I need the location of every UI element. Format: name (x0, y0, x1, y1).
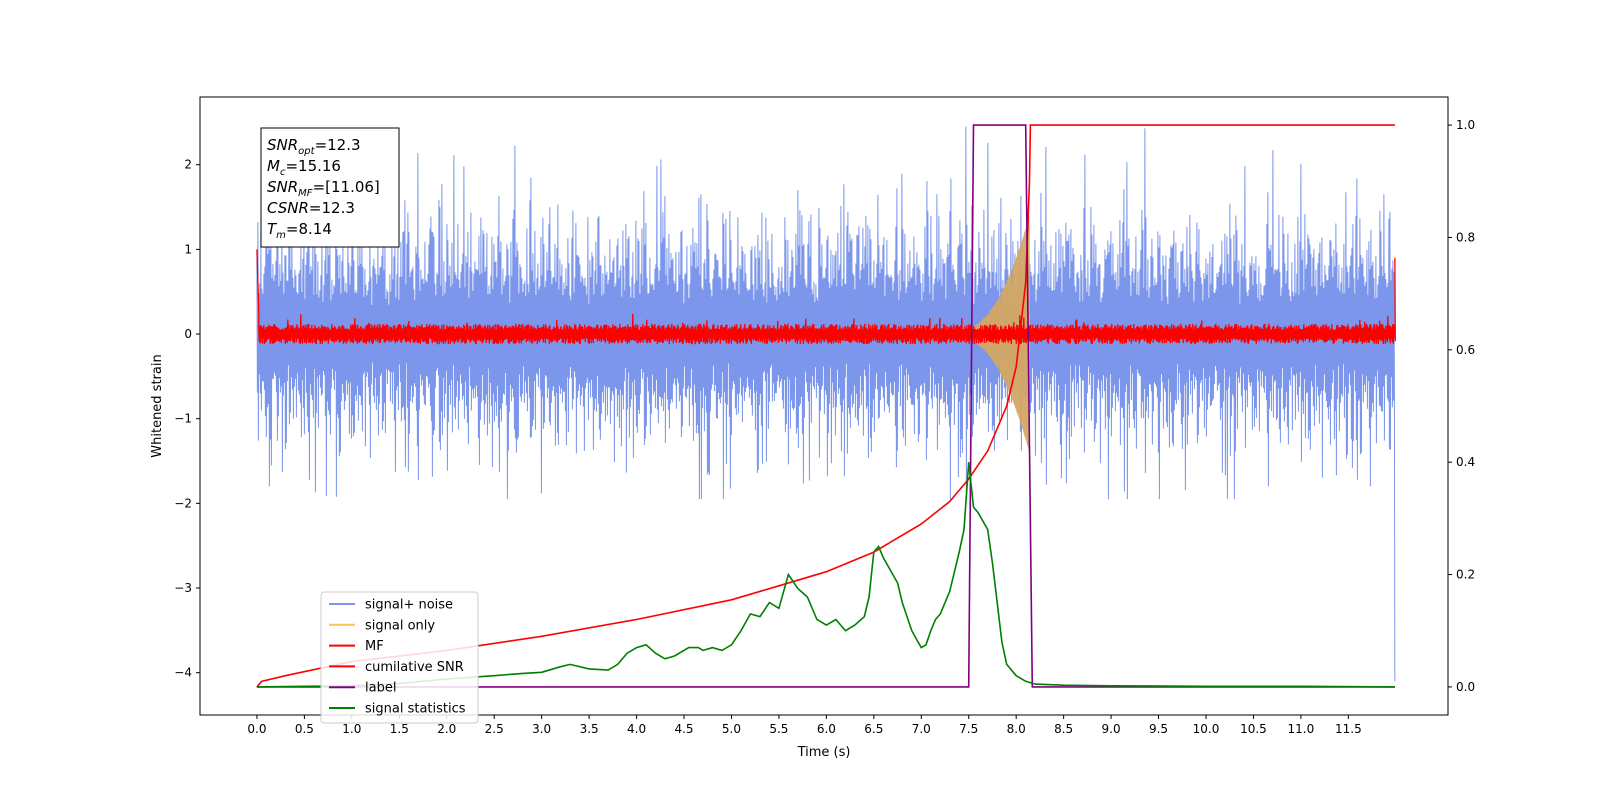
info-box-line: SNRMF=[11.06] (267, 178, 380, 199)
info-box-value: =15.16 (285, 157, 341, 175)
y-axis-label: Whitened strain (150, 354, 165, 457)
info-box-symbol: SNR (267, 136, 298, 154)
x-tick-label: 9.5 (1149, 722, 1168, 736)
y-tick-label: 1 (184, 242, 192, 256)
x-tick-label: 0.0 (247, 722, 266, 736)
x-tick-label: 8.0 (1007, 722, 1026, 736)
info-box-frame (260, 127, 400, 248)
info-box-symbol: M (267, 157, 280, 175)
info-box-symbol: CSNR (267, 199, 309, 217)
x-tick-label: 5.0 (722, 722, 741, 736)
x-tick-label: 7.5 (959, 722, 978, 736)
x-axis-label: Time (s) (797, 745, 851, 760)
info-box-symbol: SNR (267, 178, 298, 196)
x-tick-label: 4.0 (627, 722, 646, 736)
x-tick-label: 1.0 (342, 722, 361, 736)
x-tick-label: 2.5 (485, 722, 504, 736)
info-box-value: =12.3 (309, 199, 355, 217)
info-box-value: =8.14 (286, 220, 332, 238)
x-tick-label: 3.0 (532, 722, 551, 736)
info-box-subscript: MF (298, 188, 313, 199)
y-tick-label: 0 (184, 327, 192, 341)
x-axis: 0.0 0.5 1.0 1.5 2.0 2.5 3.0 3.5 4.0 4.5 5.0 5.5 6.0 6… (247, 715, 1362, 736)
y-axis-right: 1.0 0.8 0.6 0.4 0.2 0.0 (1448, 118, 1475, 694)
y2-tick-label: 0.8 (1456, 230, 1475, 244)
legend-label: MF (365, 639, 384, 654)
info-box-value: =[11.06] (313, 178, 380, 196)
series-layer (256, 124, 1396, 688)
axes-frame (199, 96, 1449, 716)
info-box-line: SNRopt=12.3 (267, 136, 361, 157)
y2-tick-label: 0.2 (1456, 568, 1475, 582)
x-tick-label: 3.5 (580, 722, 599, 736)
info-box-symbol: T (267, 220, 278, 238)
y2-tick-label: 0.0 (1456, 680, 1475, 694)
info-box-line: Tm=8.14 (267, 220, 332, 241)
legend: signal+ noise signal only MF cumilative SNR… (320, 591, 479, 724)
x-tick-label: 11.5 (1335, 722, 1362, 736)
x-tick-label: 9.0 (1102, 722, 1121, 736)
x-tick-label: 8.5 (1054, 722, 1073, 736)
legend-label: cumilative SNR (365, 660, 464, 675)
info-box-subscript: c (280, 167, 286, 178)
series-signal-statistics (256, 462, 1395, 688)
series-mf (256, 249, 1396, 345)
x-tick-label: 11.0 (1288, 722, 1315, 736)
x-tick-label: 10.5 (1240, 722, 1267, 736)
legend-label: label (365, 681, 396, 696)
y2-tick-label: 1.0 (1456, 118, 1475, 132)
info-box-subscript: m (276, 230, 286, 241)
info-box: SNRopt=12.3Mc=15.16SNRMF=[11.06]CSNR=12.… (260, 127, 400, 248)
y-tick-label: −2 (174, 496, 192, 510)
x-tick-label: 10.0 (1193, 722, 1220, 736)
legend-frame (320, 591, 479, 724)
x-tick-label: 0.5 (295, 722, 314, 736)
legend-label: signal only (365, 618, 435, 633)
x-tick-label: 2.0 (437, 722, 456, 736)
info-box-subscript: opt (298, 146, 315, 157)
y-tick-label: −4 (174, 666, 192, 680)
x-tick-label: 1.5 (390, 722, 409, 736)
info-box-line: CSNR=12.3 (267, 199, 355, 217)
y-tick-label: −1 (174, 412, 192, 426)
y-tick-label: 2 (184, 158, 192, 172)
y-axis-left: 2 1 0 −1 −2 −3 −4 (174, 158, 200, 680)
info-box-value: =12.3 (315, 136, 361, 154)
x-tick-label: 4.5 (674, 722, 693, 736)
y-tick-label: −3 (174, 581, 192, 595)
legend-label: signal statistics (365, 702, 466, 717)
legend-label: signal+ noise (365, 598, 453, 613)
x-tick-label: 7.0 (912, 722, 931, 736)
series-label (256, 124, 1395, 688)
y2-tick-label: 0.4 (1456, 455, 1475, 469)
x-tick-label: 5.5 (769, 722, 788, 736)
x-tick-label: 6.0 (817, 722, 836, 736)
x-tick-label: 6.5 (864, 722, 883, 736)
info-box-line: Mc=15.16 (267, 157, 341, 178)
y2-tick-label: 0.6 (1456, 343, 1475, 357)
